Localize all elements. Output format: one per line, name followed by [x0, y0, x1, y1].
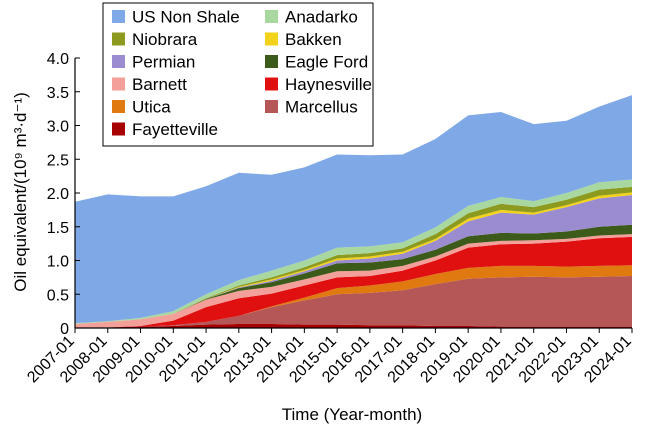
- stacked-areas: [75, 95, 632, 328]
- legend-label-haynesville: Haynesville: [285, 75, 372, 94]
- legend-swatch-utica: [112, 100, 125, 113]
- legend-swatch-bakken: [265, 32, 278, 46]
- area-haynesville: [75, 236, 632, 328]
- area-barnett: [75, 234, 632, 328]
- legend-swatch-permian: [112, 55, 125, 68]
- x-axis-ticks: 2007-012008-012009-012010-012011-012012-…: [24, 328, 635, 386]
- legend-swatch-niobrara: [112, 32, 125, 46]
- y-tick-label: 3.0: [47, 119, 69, 136]
- y-tick-label: 2.0: [47, 186, 69, 203]
- legend-swatch-us-non-shale: [112, 10, 125, 23]
- y-tick-label: 3.5: [47, 85, 69, 102]
- y-tick-label: 4.0: [47, 51, 69, 68]
- legend-box: [102, 2, 374, 147]
- y-tick-label: 1.0: [47, 254, 69, 271]
- y-tick-label: 2.5: [47, 152, 69, 169]
- legend-swatch-anadarko: [265, 10, 278, 23]
- area-utica: [75, 265, 632, 328]
- legend-swatch-haynesville: [265, 77, 278, 91]
- area-anadarko: [75, 179, 632, 324]
- area-us-non-shale: [75, 95, 632, 324]
- legend-swatch-eagle-ford: [265, 55, 278, 68]
- area-bakken: [75, 192, 632, 324]
- area-eagle-ford: [75, 224, 632, 324]
- legend-swatch-barnett: [112, 77, 125, 91]
- legend-label-marcellus: Marcellus: [285, 98, 358, 117]
- legend-label-eagle-ford: Eagle Ford: [285, 53, 368, 72]
- area-permian: [75, 195, 632, 324]
- legend-label-anadarko: Anadarko: [285, 8, 358, 27]
- legend-label-barnett: Barnett: [132, 75, 187, 94]
- legend-label-bakken: Bakken: [285, 30, 342, 49]
- legend-label-utica: Utica: [132, 98, 171, 117]
- legend-label-fayetteville: Fayetteville: [132, 120, 218, 139]
- y-tick-label: 0.5: [47, 287, 69, 304]
- x-axis-label: Time (Year-month): [282, 405, 422, 424]
- legend-swatch-marcellus: [265, 100, 278, 113]
- legend-swatch-fayetteville: [112, 122, 125, 136]
- area-niobrara: [75, 186, 632, 324]
- legend-label-us-non-shale: US Non Shale: [132, 8, 240, 27]
- y-tick-label: 0: [60, 321, 69, 338]
- y-axis-label: Oil equivalent/(10⁹ m³·d⁻¹): [11, 92, 30, 292]
- area-marcellus: [75, 276, 632, 328]
- legend-label-niobrara: Niobrara: [132, 30, 198, 49]
- legend: US Non Shale Anadarko Niobrara Bakken Permia…: [102, 2, 374, 147]
- y-tick-label: 1.5: [47, 220, 69, 237]
- y-axis-ticks: 0 0.5 1.0 1.5 2.0 2.5 3.0 3.5 4.0: [47, 51, 80, 338]
- legend-label-permian: Permian: [132, 53, 195, 72]
- area-fayetteville: [75, 323, 632, 328]
